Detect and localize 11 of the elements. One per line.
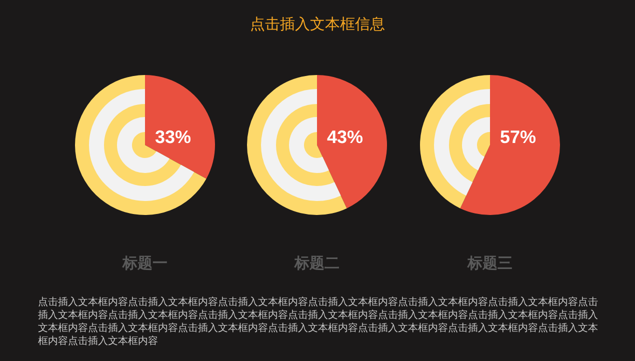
text: 点击插入文本框内容点击插入文本框内容点击插入文本框内容点击插入文本框内容点击插入文本框内容点击插入文本框内容点击插入文本框内容点击插入文本框内容点击插入文本框内容点击插入文本框内容点击插入文本框内容点击插入文本框内容点击插入文本框内容点击插入文本框内容点击插入文本框内容点击插入文本框内容点击插入文本框内容点击插入文本框内容点击插入文本框内容点击插入文本框内容 [38,296,598,348]
pie-slice [460,75,560,215]
data-label: 33% [154,127,192,147]
chart-title: 点击插入文本框信息 [249,15,386,34]
text: 标题二 [294,254,340,272]
data-label: 57% [500,127,536,147]
pie-slice [145,75,215,179]
text: 标题一 [122,254,168,272]
data-label: 43% [326,127,364,147]
pie-slice [317,75,387,208]
text: 标题三 [466,254,512,272]
